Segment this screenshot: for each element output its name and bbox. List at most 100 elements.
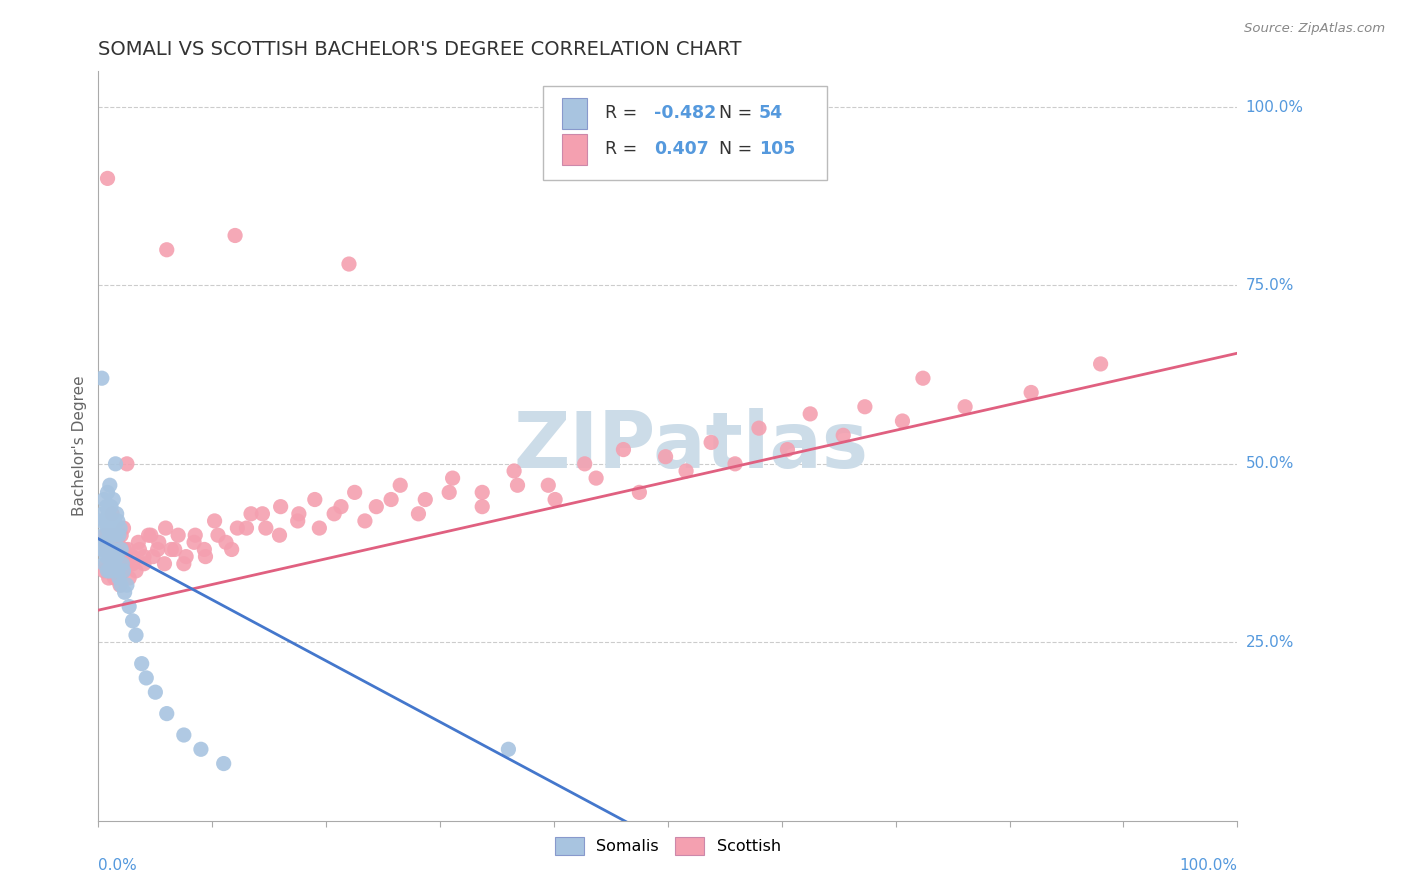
Point <box>304 492 326 507</box>
Point <box>776 442 799 457</box>
Point <box>110 528 132 542</box>
Point <box>287 514 309 528</box>
Point <box>799 407 821 421</box>
Point <box>240 507 263 521</box>
Point <box>190 742 212 756</box>
Point <box>337 257 360 271</box>
Point <box>110 542 132 557</box>
Point <box>204 514 226 528</box>
Point <box>101 557 124 571</box>
Point <box>585 471 607 485</box>
Point <box>308 521 330 535</box>
Point <box>544 492 567 507</box>
Point <box>675 464 697 478</box>
Point <box>221 542 243 557</box>
Point <box>98 549 121 564</box>
Point <box>131 657 153 671</box>
Point <box>115 457 138 471</box>
Point <box>117 542 139 557</box>
Point <box>441 471 464 485</box>
Point <box>226 521 249 535</box>
Point <box>163 542 186 557</box>
Text: 25.0%: 25.0% <box>1246 635 1294 649</box>
Point <box>155 521 177 535</box>
Point <box>574 457 596 471</box>
Point <box>108 549 131 564</box>
Point <box>408 507 430 521</box>
Point <box>108 521 131 535</box>
Point <box>110 578 132 592</box>
Point <box>724 457 747 471</box>
Point <box>160 542 183 557</box>
Point <box>114 585 136 599</box>
Point <box>107 514 129 528</box>
Text: 105: 105 <box>759 139 796 158</box>
Point <box>108 578 131 592</box>
Text: N =: N = <box>718 139 758 158</box>
Text: R =: R = <box>605 103 643 121</box>
Point <box>380 492 402 507</box>
Point <box>108 528 131 542</box>
Point <box>506 478 529 492</box>
Point <box>183 535 205 549</box>
Point <box>121 549 143 564</box>
Point <box>107 564 129 578</box>
Point <box>112 564 135 578</box>
Point <box>96 557 118 571</box>
Point <box>413 492 436 507</box>
Y-axis label: Bachelor's Degree: Bachelor's Degree <box>72 376 87 516</box>
Point <box>254 521 277 535</box>
Point <box>215 535 238 549</box>
Point <box>105 564 128 578</box>
Point <box>114 542 136 557</box>
Point <box>121 614 143 628</box>
Point <box>105 507 128 521</box>
Point <box>127 535 149 549</box>
FancyBboxPatch shape <box>562 97 586 129</box>
Text: 100.0%: 100.0% <box>1180 858 1237 873</box>
Point <box>125 564 148 578</box>
Point <box>174 549 197 564</box>
Point <box>100 528 122 542</box>
Point <box>96 542 118 557</box>
Point <box>103 535 125 549</box>
Point <box>90 514 112 528</box>
Point <box>269 528 291 542</box>
Point <box>145 685 167 699</box>
Point <box>111 549 134 564</box>
Point <box>121 557 143 571</box>
Point <box>343 485 366 500</box>
Point <box>366 500 388 514</box>
Point <box>128 542 150 557</box>
Point <box>612 442 634 457</box>
Point <box>112 564 135 578</box>
Point <box>953 400 976 414</box>
Point <box>103 492 125 507</box>
Legend: Somalis, Scottish: Somalis, Scottish <box>548 830 787 862</box>
Point <box>112 521 135 535</box>
Point <box>98 564 121 578</box>
Point <box>90 542 112 557</box>
Point <box>193 542 215 557</box>
Point <box>184 528 207 542</box>
Point <box>1090 357 1112 371</box>
Point <box>101 507 124 521</box>
Point <box>748 421 770 435</box>
Point <box>93 557 115 571</box>
Point <box>91 528 114 542</box>
Point <box>1019 385 1042 400</box>
Point <box>94 514 117 528</box>
Point <box>104 457 127 471</box>
Point <box>700 435 723 450</box>
Point <box>108 557 131 571</box>
Point <box>98 528 121 542</box>
Point <box>93 542 115 557</box>
Point <box>93 564 115 578</box>
Text: ZIPatlas: ZIPatlas <box>513 408 868 484</box>
Point <box>389 478 412 492</box>
Point <box>100 500 122 514</box>
Point <box>101 549 124 564</box>
Point <box>91 542 114 557</box>
Point <box>323 507 346 521</box>
Point <box>628 485 651 500</box>
